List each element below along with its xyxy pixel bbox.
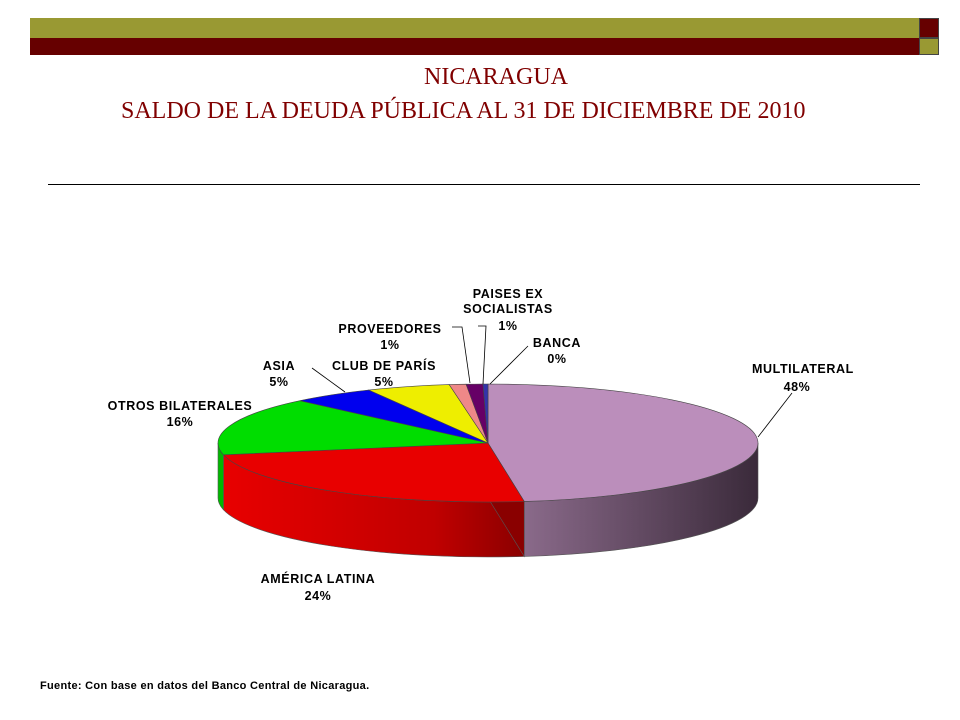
label-america-latina: AMÉRICA LATINA: [261, 571, 376, 586]
pct-proveedores: 1%: [380, 338, 399, 352]
title-divider: [48, 184, 920, 185]
header-band-maroon: [30, 38, 919, 55]
label-multilateral: MULTILATERAL: [752, 362, 854, 376]
pct-paises-ex-socialistas: 1%: [498, 319, 517, 333]
leader-banca: [489, 345, 529, 385]
pct-club-de-paris: 5%: [374, 375, 393, 389]
leader-paises-ex-socialistas: [478, 325, 487, 385]
leader-asia: [311, 367, 346, 393]
label-banca: BANCA: [533, 336, 581, 350]
label-club-de-paris: CLUB DE PARÍS: [332, 358, 436, 373]
pct-banca: 0%: [547, 352, 566, 366]
pie-leader-lines: [311, 325, 793, 438]
leader-multilateral: [757, 392, 793, 438]
source-note: Fuente: Con base en datos del Banco Cent…: [40, 680, 370, 692]
corner-square-olive: [919, 38, 939, 55]
title-subtitle: SALDO DE LA DEUDA PÚBLICA AL 31 DE DICIE…: [121, 98, 806, 124]
label-proveedores: PROVEEDORES: [338, 322, 441, 336]
label-asia: ASIA: [263, 359, 295, 373]
pie-labels: MULTILATERAL 48% AMÉRICA LATINA 24% OTRO…: [108, 287, 854, 603]
slice-otros-bilaterales: [217, 400, 489, 456]
slice-america-latina: [222, 442, 525, 503]
label-otros-bilaterales: OTROS BILATERALES: [108, 399, 253, 413]
slice-banca: [482, 383, 489, 444]
slice-multilateral: [487, 383, 759, 502]
pct-asia: 5%: [269, 375, 288, 389]
label-paises-ex-socialistas-2: SOCIALISTAS: [463, 302, 553, 316]
header-band-olive: [30, 18, 919, 38]
pct-otros-bilaterales: 16%: [167, 415, 194, 429]
corner-square-maroon: [919, 18, 939, 38]
title-country: NICARAGUA: [424, 64, 568, 90]
label-paises-ex-socialistas-1: PAISES EX: [473, 287, 544, 301]
pie-tops: [217, 383, 759, 503]
leader-proveedores: [452, 326, 471, 384]
pct-multilateral: 48%: [784, 380, 811, 394]
pct-america-latina: 24%: [305, 589, 332, 603]
